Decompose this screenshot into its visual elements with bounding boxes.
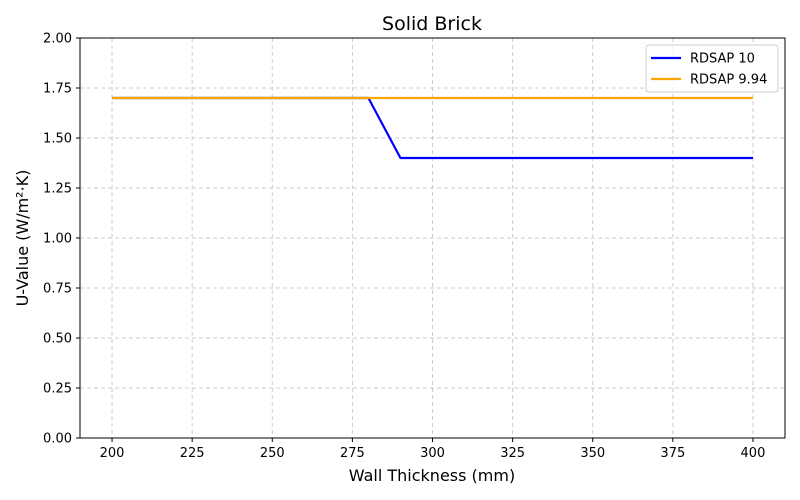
x-axis: 200 225 250 275 300 325 350 375 400 (100, 438, 766, 461)
y-axis: 0.00 0.25 0.50 0.75 1.00 1.25 1.50 1.75 2.00 (43, 32, 80, 447)
y-tick-label: 1.75 (43, 82, 72, 97)
x-tick-label: 375 (660, 446, 685, 461)
legend-label-2: RDSAP 9.94 (690, 73, 767, 88)
chart-title: Solid Brick (382, 13, 482, 35)
legend-box (645, 44, 779, 93)
y-axis-title: U-Value (W/m²·K) (13, 170, 32, 307)
y-tick-label: 1.00 (43, 232, 72, 247)
y-tick-label: 1.25 (43, 182, 72, 197)
y-tick-label: 1.50 (43, 132, 72, 147)
legend: RDSAP 10 RDSAP 9.94 (645, 44, 779, 93)
x-tick-label: 325 (500, 446, 525, 461)
x-tick-label: 400 (741, 446, 766, 461)
y-tick-label: 0.00 (43, 432, 72, 447)
legend-label-1: RDSAP 10 (690, 52, 755, 67)
y-tick-label: 0.50 (43, 332, 72, 347)
x-tick-label: 275 (340, 446, 365, 461)
series-layer (112, 96, 753, 160)
y-tick-label: 0.75 (43, 282, 72, 297)
x-axis-title: Wall Thickness (mm) (349, 466, 515, 485)
x-tick-label: 200 (100, 446, 125, 461)
series-line-1 (112, 96, 753, 160)
x-tick-label: 350 (580, 446, 605, 461)
x-tick-label: 225 (180, 446, 205, 461)
y-tick-label: 0.25 (43, 382, 72, 397)
x-tick-label: 300 (420, 446, 445, 461)
x-tick-label: 250 (260, 446, 285, 461)
y-tick-label: 2.00 (43, 32, 72, 47)
